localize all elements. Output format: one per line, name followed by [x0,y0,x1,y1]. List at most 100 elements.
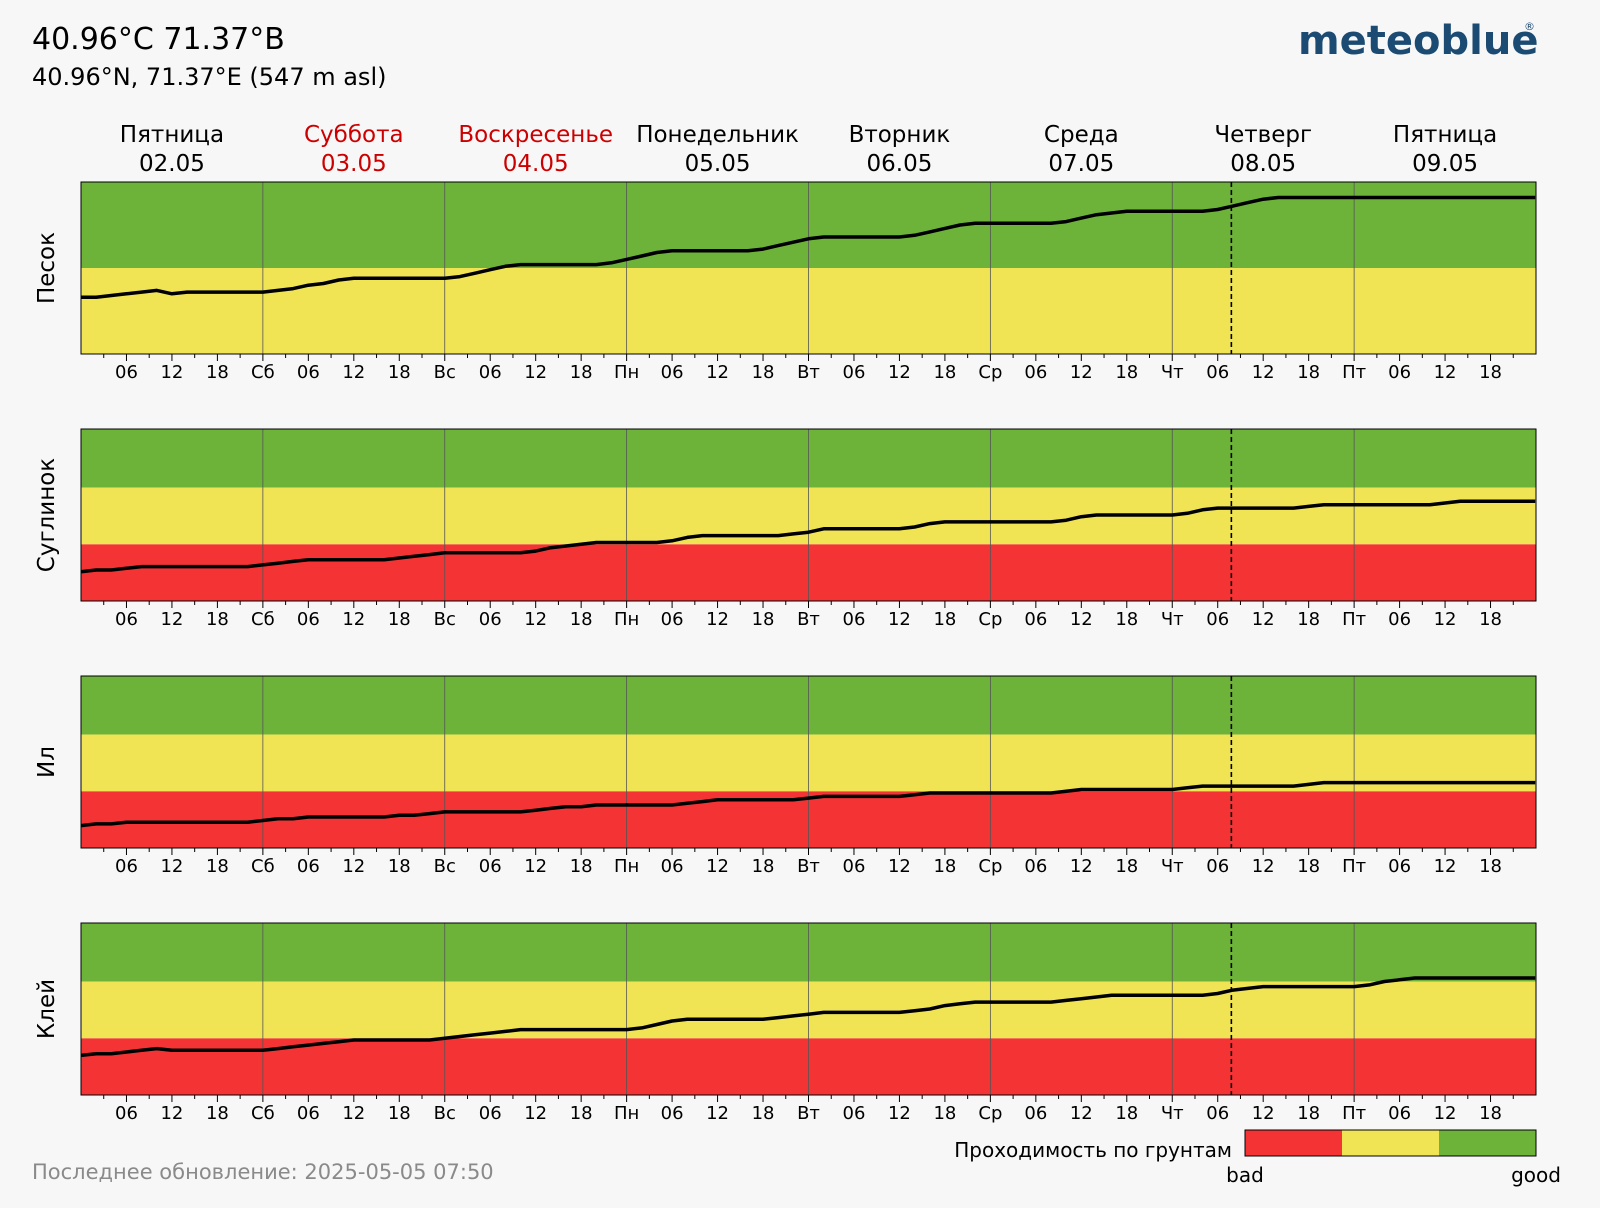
x-tick-label: 18 [933,856,956,877]
x-tick-label: 06 [115,609,138,630]
x-tick-label: 06 [661,1103,684,1124]
x-tick-label: 18 [1479,856,1502,877]
panel-3: Ил 06 12 18 Сб 06 12 18 Вс 06 12 18 Пн 06 12 18 Вт 06 12 18… [34,675,1537,877]
x-tick-label: 18 [933,1103,956,1124]
x-tick-label: Ср [978,362,1002,383]
day-date: 05.05 [685,151,751,177]
x-tick-label: 06 [661,856,684,877]
x-tick-label: 06 [479,609,502,630]
x-tick-label: 18 [1297,609,1320,630]
x-tick-label: 18 [1115,609,1138,630]
x-tick-label: 18 [388,1103,411,1124]
x-tick-label: 18 [933,609,956,630]
x-tick-label: 06 [661,362,684,383]
x-tick-label: Вс [434,856,456,877]
x-tick-label: 12 [1434,1103,1457,1124]
x-tick-label: Ср [978,1103,1002,1124]
location-title: 40.96°C 71.37°B [32,22,285,57]
x-tick-label: 06 [1388,362,1411,383]
x-tick-label: 12 [342,609,365,630]
legend-title: Проходимость по грунтам [954,1138,1232,1162]
x-tick-label: 06 [479,856,502,877]
x-tick-label: 12 [1070,1103,1093,1124]
day-name: Понедельник [636,122,799,148]
day-headers: Пятница 02.05 Суббота 03.05 Воскресенье 04.05… [120,122,1497,177]
x-tick-label: Сб [251,856,275,877]
x-tick-label: Пн [614,362,639,383]
legend-swatch-medium [1342,1130,1439,1156]
panel-4: Клей 06 12 18 Сб 06 12 18 Вс 06 12 18 Пн 06 12 18 Вт 06 12… [34,922,1537,1124]
x-tick-label: 18 [752,856,775,877]
day-name: Воскресенье [458,122,613,148]
x-tick-label: 12 [1252,856,1275,877]
series-line [81,195,1536,299]
x-tick-label: Чт [1161,1103,1184,1124]
x-tick-label: Сб [251,362,275,383]
x-tick-label: Вт [797,856,820,877]
legend: Проходимость по грунтам bad good [954,1129,1561,1187]
meteoblue-logo[interactable]: meteoblue ® [1298,18,1539,64]
x-tick-label: Сб [251,1103,275,1124]
x-tick-label: 06 [297,362,320,383]
x-tick-label: 06 [843,609,866,630]
x-tick-label: 18 [1115,856,1138,877]
x-tick-label: 12 [1252,362,1275,383]
x-tick-label: 06 [297,856,320,877]
logo-text: meteoblue [1298,18,1539,64]
x-tick-label: 06 [115,1103,138,1124]
day-date: 09.05 [1412,151,1478,177]
x-tick-label: 18 [206,856,229,877]
x-tick-label: 18 [388,362,411,383]
x-tick-label: 12 [888,609,911,630]
x-tick-label: 18 [570,856,593,877]
x-tick-label: Пн [614,609,639,630]
y-axis-label: Клей [34,979,60,1039]
y-axis-label: Ил [34,746,60,778]
x-tick-label: 18 [1115,1103,1138,1124]
x-tick-label: 18 [1479,1103,1502,1124]
last-update-text: Последнее обновление: 2025-05-05 07:50 [32,1160,494,1184]
x-tick-label: Чт [1161,856,1184,877]
y-axis-label: Песок [34,232,60,304]
legend-bad-label: bad [1226,1163,1264,1187]
x-tick-label: 06 [1206,856,1229,877]
location-subtitle: 40.96°N, 71.37°E (547 m asl) [32,63,386,91]
x-tick-label: 06 [297,1103,320,1124]
x-tick-label: 06 [1024,362,1047,383]
x-tick-label: 18 [570,609,593,630]
x-tick-label: Ср [978,856,1002,877]
x-tick-label: 06 [115,856,138,877]
x-tick-label: 18 [206,362,229,383]
x-tick-label: 12 [524,1103,547,1124]
x-tick-label: 12 [342,362,365,383]
x-tick-label: 06 [1206,362,1229,383]
x-tick-label: 12 [1434,609,1457,630]
x-tick-label: 06 [843,856,866,877]
x-tick-label: Ср [978,609,1002,630]
x-tick-label: 06 [479,362,502,383]
x-tick-label: 12 [888,362,911,383]
x-tick-label: 06 [1024,609,1047,630]
day-name: Суббота [304,122,404,148]
x-tick-label: 12 [1434,856,1457,877]
x-tick-label: 06 [1024,856,1047,877]
x-tick-label: 06 [1024,1103,1047,1124]
x-tick-label: Чт [1161,362,1184,383]
x-tick-label: Пн [614,1103,639,1124]
x-tick-label: 18 [206,1103,229,1124]
x-tick-label: 12 [524,609,547,630]
x-tick-label: 12 [706,609,729,630]
x-tick-label: 12 [888,856,911,877]
x-tick-label: 06 [115,362,138,383]
x-tick-label: 06 [1388,856,1411,877]
x-tick-label: 06 [661,609,684,630]
x-tick-label: 06 [1388,1103,1411,1124]
x-tick-label: 12 [524,362,547,383]
x-tick-label: 12 [342,856,365,877]
legend-swatch-good [1439,1130,1536,1156]
panel-2: Суглинок 06 12 18 Сб 06 12 18 Вс 06 12 18 Пн 06 12 18 Вт… [34,428,1537,630]
x-tick-label: Пт [1342,362,1366,383]
x-tick-label: 06 [1388,609,1411,630]
x-tick-label: 18 [1479,362,1502,383]
